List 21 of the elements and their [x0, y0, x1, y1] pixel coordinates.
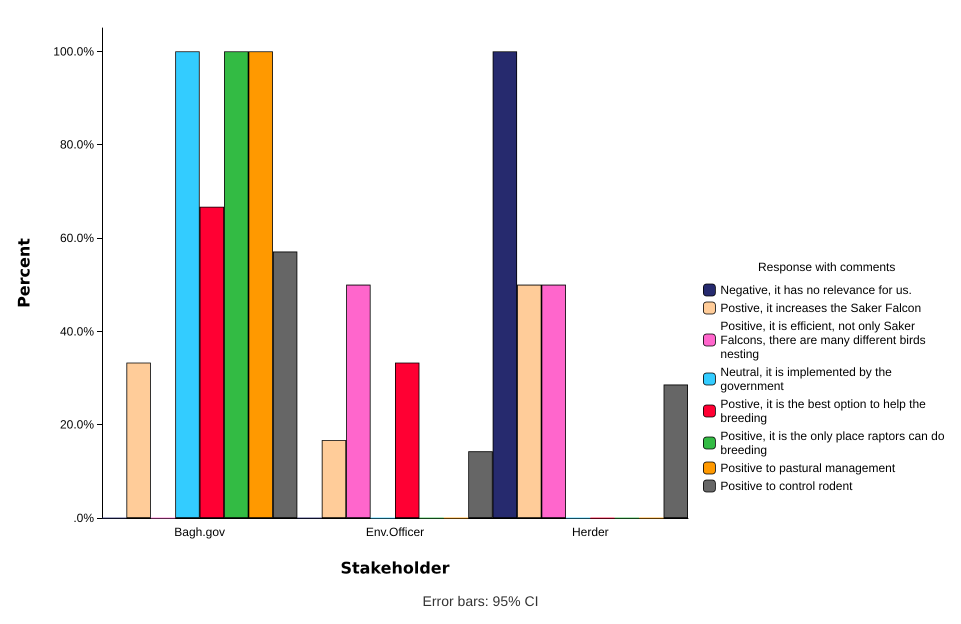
- legend-label: Positive to pastural management: [720, 461, 896, 475]
- x-tick-label: Bagh.gov: [174, 525, 226, 539]
- legend-label: Positive, it is the only place raptors can do breeding: [720, 429, 948, 457]
- x-axis-title: Stakeholder: [340, 558, 450, 578]
- legend-title: Response with comments: [758, 260, 896, 274]
- y-tick-label: 100.0%: [53, 44, 94, 58]
- legend-label: Postive, it increases the Saker Falcon: [720, 301, 922, 315]
- text: Error bars: 95% CI: [422, 593, 538, 609]
- y-tick-label: 60.0%: [60, 231, 94, 245]
- y-tick-label: 80.0%: [60, 138, 94, 152]
- y-tick-label: 20.0%: [60, 418, 94, 432]
- legend-label: Positive to control rodent: [720, 479, 854, 493]
- y-tick-label: .0%: [73, 511, 94, 525]
- y-axis-title: Percent: [14, 238, 34, 308]
- y-tick-label: 40.0%: [60, 324, 94, 338]
- x-tick-label: Env.Officer: [366, 525, 424, 539]
- legend-label: Negative, it has no relevance for us.: [720, 283, 912, 297]
- legend-label: Positive, it is efficient, not only Saker Falcons, there are many different birds nesting: [720, 319, 929, 361]
- x-tick-label: Herder: [572, 525, 609, 539]
- legend-label: Postive, it is the best option to help the breeding: [720, 397, 930, 425]
- legend-label: Neutral, it is implemented by the government: [720, 365, 896, 393]
